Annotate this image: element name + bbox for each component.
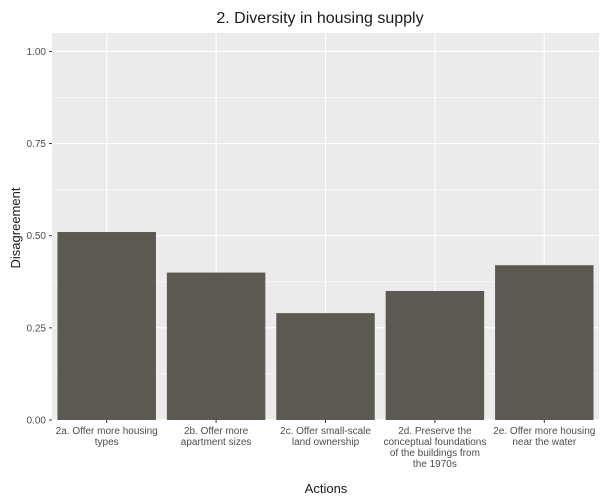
x-axis: 2a. Offer more housing types 2b. Offer mor… bbox=[56, 420, 595, 470]
x-tick-label: 2e. Offer more housing near the water bbox=[493, 426, 595, 448]
y-tick-label: 0.00 bbox=[27, 416, 47, 427]
chart-title: 2. Diversity in housing supply bbox=[216, 10, 423, 27]
y-tick-label: 0.25 bbox=[27, 323, 47, 334]
x-tick-label: 2d. Preserve the conceptual foundations of… bbox=[383, 426, 486, 470]
bars bbox=[57, 232, 594, 420]
bar bbox=[385, 291, 485, 420]
x-axis-title: Actions bbox=[305, 481, 348, 496]
bar bbox=[166, 272, 266, 420]
y-tick-label: 0.50 bbox=[27, 231, 47, 242]
y-tick-label: 1.00 bbox=[27, 47, 47, 58]
x-tick-label: 2a. Offer more housing types bbox=[56, 426, 158, 448]
x-tick-label: 2b. Offer more apartment sizes bbox=[181, 426, 252, 448]
y-tick-label: 0.75 bbox=[27, 139, 47, 150]
y-axis-title: Disagreement bbox=[8, 187, 23, 268]
x-tick-label: 2c. Offer small-scale land ownership bbox=[280, 426, 371, 448]
y-axis: 0.00 0.25 0.50 0.75 1.00 bbox=[27, 47, 52, 427]
bar bbox=[57, 232, 156, 420]
bar bbox=[495, 265, 594, 420]
bar bbox=[276, 313, 375, 420]
